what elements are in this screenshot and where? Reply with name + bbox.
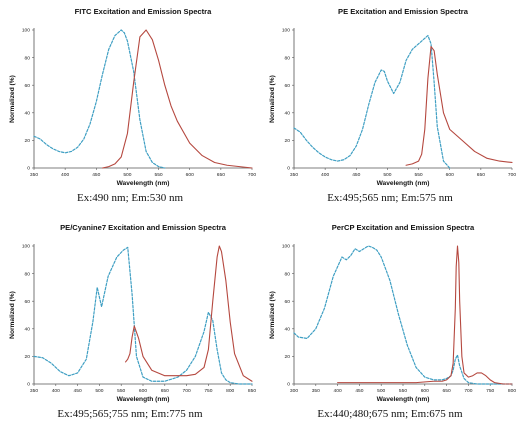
x-tick-label: 700: [464, 388, 472, 394]
y-tick-label: 100: [282, 244, 290, 250]
y-axis-label: Normalized (%): [269, 75, 276, 123]
chart-fitc: FITC Excitation and Emission Spectra 0 20 4…: [9, 7, 256, 187]
y-tick-label: 20: [285, 354, 291, 360]
y-tick-label: 80: [285, 271, 291, 277]
x-tick-label: 350: [290, 172, 298, 178]
emission-series-line: [337, 245, 513, 385]
y-tick-label: 20: [25, 354, 31, 360]
y-tick-label: 40: [285, 327, 291, 333]
chart-panel-pe: PE Excitation and Emission Spectra 0 20 40 6…: [260, 0, 520, 216]
x-tick-label: 800: [508, 388, 516, 394]
y-tick-label: 40: [285, 111, 291, 117]
chart-title: PE/Cyanine7 Excitation and Emission Spec…: [60, 223, 227, 232]
y-tick-label: 0: [27, 166, 30, 172]
x-tick-label: 550: [117, 388, 125, 394]
x-tick-label: 650: [217, 172, 225, 178]
chart-pe-cyanine7: PE/Cyanine7 Excitation and Emission Spec…: [9, 223, 256, 403]
chart-title: FITC Excitation and Emission Spectra: [75, 7, 212, 16]
excitation-series-line: [293, 34, 451, 169]
chart-caption: Ex:495;565;755 nm; Em:775 nm: [57, 408, 203, 420]
y-tick-label: 60: [25, 299, 31, 305]
y-tick-label: 100: [282, 28, 290, 34]
x-axis-label: Wavelength (nm): [117, 180, 170, 187]
x-tick-label: 650: [477, 172, 485, 178]
x-tick-label: 700: [248, 172, 256, 178]
y-tick-label: 60: [285, 83, 291, 89]
y-tick-label: 0: [287, 382, 290, 388]
x-tick-label: 500: [95, 388, 103, 394]
y-axis-label: Normalized (%): [9, 75, 16, 123]
x-tick-label: 450: [92, 172, 100, 178]
chart-percp: PerCP Excitation and Emission Spectra 0 20…: [269, 223, 516, 403]
y-tick-label: 0: [27, 382, 30, 388]
y-tick-label: 80: [25, 271, 31, 277]
excitation-series-line: [33, 246, 253, 385]
emission-series-line: [101, 29, 253, 169]
x-axis-label: Wavelength (nm): [377, 180, 430, 187]
x-tick-label: 300: [290, 388, 298, 394]
x-tick-label: 400: [52, 388, 60, 394]
x-tick-label: 500: [123, 172, 131, 178]
x-tick-label: 750: [204, 388, 212, 394]
chart-title: PE Excitation and Emission Spectra: [338, 7, 469, 16]
x-tick-label: 500: [383, 172, 391, 178]
x-axis-label: Wavelength (nm): [377, 396, 430, 403]
x-tick-label: 550: [399, 388, 407, 394]
x-tick-label: 850: [248, 388, 256, 394]
emission-series-line: [405, 46, 513, 166]
x-tick-label: 700: [183, 388, 191, 394]
y-tick-label: 40: [25, 111, 31, 117]
y-tick-label: 20: [285, 138, 291, 144]
y-axis-label: Normalized (%): [9, 291, 16, 339]
chart-caption: Ex:440;480;675 nm; Em:675 nm: [317, 408, 463, 420]
x-tick-label: 800: [226, 388, 234, 394]
excitation-series-line: [293, 245, 513, 385]
x-tick-label: 450: [74, 388, 82, 394]
chart-panel-pe-cyanine7: PE/Cyanine7 Excitation and Emission Spec…: [0, 216, 260, 432]
x-tick-label: 500: [377, 388, 385, 394]
y-tick-label: 80: [285, 55, 291, 61]
emission-series-line: [125, 245, 253, 382]
y-tick-label: 60: [25, 83, 31, 89]
x-axis-label: Wavelength (nm): [117, 396, 170, 403]
y-tick-label: 100: [22, 244, 30, 250]
x-tick-label: 750: [486, 388, 494, 394]
x-tick-label: 600: [421, 388, 429, 394]
x-tick-label: 650: [161, 388, 169, 394]
x-tick-label: 350: [30, 388, 38, 394]
y-tick-label: 60: [285, 299, 291, 305]
x-tick-label: 400: [61, 172, 69, 178]
x-tick-label: 600: [139, 388, 147, 394]
y-tick-label: 80: [25, 55, 31, 61]
chart-caption: Ex:495;565 nm; Em:575 nm: [327, 192, 453, 204]
x-tick-label: 550: [154, 172, 162, 178]
x-tick-label: 450: [355, 388, 363, 394]
chart-panel-percp: PerCP Excitation and Emission Spectra 0 20…: [260, 216, 520, 432]
excitation-series-line: [33, 29, 166, 169]
x-tick-label: 600: [186, 172, 194, 178]
x-tick-label: 400: [334, 388, 342, 394]
x-tick-label: 600: [446, 172, 454, 178]
chart-caption: Ex:490 nm; Em:530 nm: [76, 192, 184, 204]
y-tick-label: 20: [25, 138, 31, 144]
chart-title: PerCP Excitation and Emission Spectra: [332, 223, 475, 232]
x-tick-label: 350: [30, 172, 38, 178]
x-tick-label: 650: [443, 388, 451, 394]
x-tick-label: 350: [312, 388, 320, 394]
chart-panel-fitc: FITC Excitation and Emission Spectra 0 20 4…: [0, 0, 260, 216]
y-tick-label: 40: [25, 327, 31, 333]
chart-pe: PE Excitation and Emission Spectra 0 20 40 6…: [269, 7, 516, 187]
x-tick-label: 450: [352, 172, 360, 178]
x-tick-label: 550: [414, 172, 422, 178]
y-tick-label: 100: [22, 28, 30, 34]
y-tick-label: 0: [287, 166, 290, 172]
x-tick-label: 700: [508, 172, 516, 178]
x-tick-label: 400: [321, 172, 329, 178]
y-axis-label: Normalized (%): [269, 291, 276, 339]
